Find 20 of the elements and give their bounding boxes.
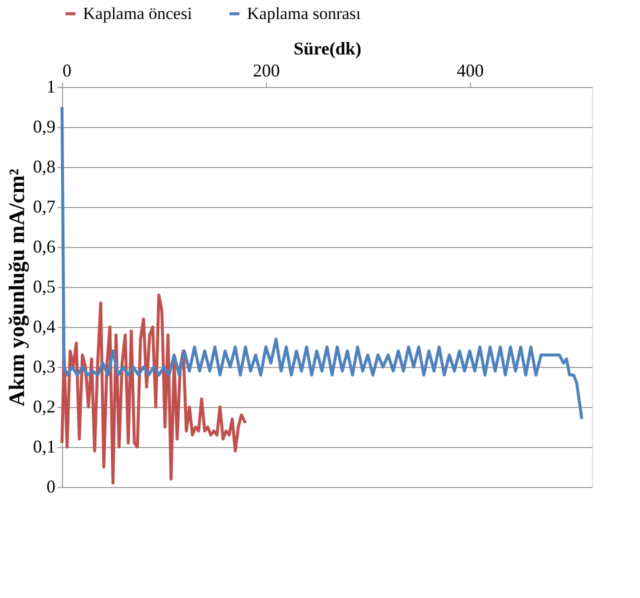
line-series (60, 294, 247, 484)
y-tick-label: 1 (46, 76, 56, 96)
x-tick-label: 200 (252, 60, 280, 80)
y-tick-label: 0,6 (33, 236, 56, 256)
legend-label: Kaplama sonrası (247, 4, 362, 23)
x-axis-title: Süre(dk) (294, 38, 362, 58)
y-tick-label: 0,1 (33, 436, 56, 456)
y-tick-label: 0,8 (33, 156, 56, 176)
y-tick-label: 0,5 (33, 276, 56, 296)
y-axis-title: Akım yoğunluğu mA/cm² (4, 168, 29, 406)
legend-label: Kaplama öncesi (83, 4, 192, 23)
x-tick-label: 0 (62, 60, 72, 80)
y-tick-label: 0 (46, 476, 56, 496)
y-tick-label: 0,4 (33, 316, 56, 336)
y-tick-label: 0,9 (33, 116, 56, 136)
y-tick-label: 0,3 (33, 356, 56, 376)
x-tick-label: 400 (456, 60, 484, 80)
y-tick-label: 0,2 (33, 396, 56, 416)
line-series (60, 106, 584, 420)
y-tick-label: 0,7 (33, 196, 56, 216)
